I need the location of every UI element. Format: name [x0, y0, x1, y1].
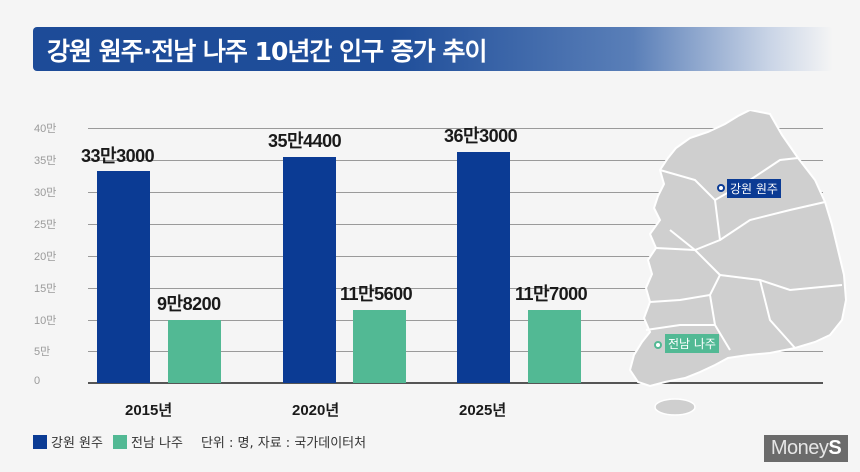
legend-item-wonju: 강원 원주 [33, 432, 103, 451]
logo-text-bold: S [828, 437, 842, 459]
y-tick: 35만 [34, 155, 57, 167]
gridline-40 [88, 128, 823, 129]
naju-pin-icon [654, 341, 662, 349]
gridline-10 [88, 320, 823, 321]
bar-wonju-2015 [97, 171, 150, 383]
gridline-15 [88, 288, 823, 289]
jeju-island [654, 398, 696, 416]
bar-naju-2015 [168, 320, 221, 383]
bar-wonju-2020 [283, 157, 336, 383]
wonju-pin-icon [717, 184, 725, 192]
y-tick: 30만 [34, 187, 57, 199]
legend: 강원 원주 전남 나주 단위 : 명, 자료 : 국가데이터처 [33, 432, 366, 451]
korea-map [628, 110, 848, 416]
y-tick: 20만 [34, 251, 57, 263]
value-label: 11만5600 [340, 284, 413, 304]
legend-label: 전남 나주 [130, 436, 183, 451]
korea-mainland [628, 110, 848, 388]
gridline-25 [88, 224, 823, 225]
value-label: 33만3000 [81, 146, 155, 166]
y-tick: 0 [34, 375, 41, 387]
bar-naju-2025 [528, 310, 581, 383]
legend-item-naju: 전남 나주 [112, 432, 183, 451]
value-label: 9만8200 [157, 294, 221, 314]
gridline-20 [88, 256, 823, 257]
y-tick: 40만 [34, 123, 57, 135]
y-tick: 10만 [34, 315, 57, 327]
bar-wonju-2025 [457, 152, 510, 383]
legend-swatch-green [112, 434, 127, 449]
map-label-naju: 전남 나주 [665, 334, 719, 353]
x-label: 2020년 [292, 402, 340, 419]
legend-label: 강원 원주 [51, 436, 103, 451]
y-tick: 15만 [34, 283, 57, 295]
x-label: 2015년 [125, 402, 173, 419]
value-label: 11만7000 [515, 284, 588, 304]
map-label-wonju: 강원 원주 [727, 179, 781, 198]
title-bar: 강원 원주·전남 나주 10년간 인구 증가 추이 [33, 27, 833, 71]
y-tick: 5만 [34, 346, 51, 358]
source-note: 단위 : 명, 자료 : 국가데이터처 [200, 436, 367, 451]
baseline [88, 382, 823, 384]
value-label: 36만3000 [444, 126, 518, 146]
y-tick: 25만 [34, 219, 57, 231]
legend-swatch-blue [33, 434, 47, 449]
gridline-35 [88, 160, 823, 161]
value-label: 35만4400 [268, 131, 342, 151]
bar-naju-2020 [353, 310, 406, 383]
chart-title: 강원 원주·전남 나주 10년간 인구 증가 추이 [47, 37, 488, 66]
x-label: 2025년 [459, 402, 507, 419]
moneys-logo: MoneyS [764, 435, 848, 462]
logo-text: Money [770, 437, 829, 459]
gridline-30 [88, 192, 823, 193]
gridline-5 [88, 351, 823, 352]
